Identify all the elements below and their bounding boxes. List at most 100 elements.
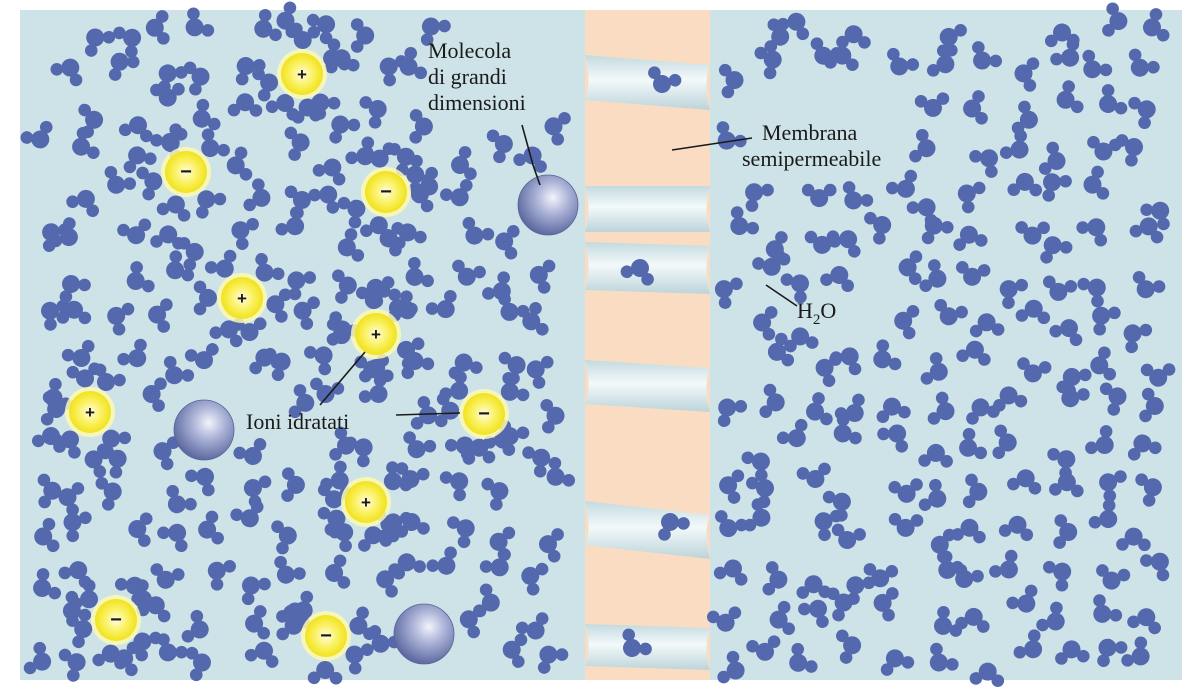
water-molecule [546, 456, 576, 487]
water-molecule [133, 631, 162, 662]
water-molecule [780, 273, 809, 304]
hydrated-ions: + − − + + + − + − − [65, 49, 509, 661]
water-molecule [836, 629, 862, 664]
ion-sign-negative: − [180, 161, 192, 183]
water-molecule [863, 563, 899, 588]
water-molecule [826, 587, 853, 622]
water-molecule [307, 661, 343, 685]
water-molecule [1099, 84, 1128, 115]
water-molecule [310, 377, 345, 403]
large-molecule [517, 174, 579, 236]
water-molecule [1143, 8, 1170, 42]
negative-ion: − [459, 389, 509, 439]
water-molecule [921, 216, 954, 245]
water-molecule [798, 599, 829, 628]
water-molecule [1007, 172, 1043, 197]
water-molecule [72, 126, 100, 159]
label-large-molecule: Molecola di grandi dimensioni [428, 38, 526, 115]
ion-sign-positive: + [371, 325, 381, 344]
water-molecule [255, 253, 285, 282]
water-molecule [814, 509, 843, 542]
water-molecule [58, 482, 85, 517]
water-molecule [1042, 173, 1072, 202]
water-molecule [312, 158, 346, 186]
water-molecule [1128, 48, 1160, 77]
semipermeable-membrane [585, 10, 710, 680]
water-molecule [1090, 346, 1117, 381]
water-molecule [142, 377, 167, 412]
water-molecule [204, 249, 237, 278]
positive-ion: + [65, 387, 115, 437]
water-molecule [266, 288, 292, 323]
water-molecule [759, 383, 785, 418]
water-molecule [796, 462, 831, 488]
water-molecule [462, 216, 495, 245]
water-molecule [150, 563, 185, 589]
water-molecule [337, 196, 366, 229]
label-membrane-line1: Membrana [762, 120, 858, 145]
water-molecule [193, 280, 217, 316]
water-molecule [61, 339, 95, 367]
leader-membrane [671, 137, 753, 151]
ion-sign-positive: + [237, 289, 247, 308]
water-molecule [252, 67, 279, 102]
label-large-molecule-line1: Molecola [428, 38, 511, 63]
water-molecule [479, 548, 511, 577]
label-water-sub: 2 [813, 312, 821, 328]
water-molecule [227, 93, 263, 117]
water-molecule [955, 607, 990, 633]
water-molecule [926, 44, 955, 77]
water-molecule [833, 413, 862, 445]
water-molecule [820, 266, 854, 293]
water-molecule [789, 642, 818, 673]
water-molecule [828, 230, 861, 258]
membrane-pore [585, 55, 710, 110]
water-molecule [880, 649, 915, 676]
water-molecule [1135, 473, 1162, 507]
water-molecule [894, 305, 920, 340]
water-molecule [953, 225, 988, 251]
water-molecule [397, 337, 425, 370]
ion-sign-negative: − [110, 609, 122, 631]
water-molecule [209, 320, 243, 348]
water-molecule [405, 257, 434, 288]
water-molecules [20, 1, 1176, 688]
water-molecule [717, 398, 748, 428]
water-molecule [956, 340, 991, 366]
water-molecule [1056, 380, 1090, 408]
negative-ion: − [361, 167, 411, 217]
membrane-pore [585, 186, 710, 232]
water-molecule [117, 338, 147, 368]
label-membrane-line2: semipermeabile [742, 146, 881, 171]
water-molecule [359, 96, 387, 129]
water-molecule [1140, 552, 1170, 582]
water-molecule [521, 562, 549, 596]
water-molecule [69, 579, 98, 610]
water-molecule [918, 443, 953, 468]
water-molecule [95, 477, 122, 511]
water-molecule [648, 66, 682, 93]
water-molecule [919, 259, 947, 292]
water-molecule [522, 446, 551, 478]
water-molecule [66, 189, 99, 217]
water-molecule [184, 343, 219, 370]
water-molecule [349, 606, 376, 641]
water-molecule [118, 116, 153, 143]
water-molecule [177, 237, 204, 271]
water-molecule [752, 248, 786, 276]
water-molecule [287, 271, 317, 301]
water-molecule [1085, 425, 1114, 455]
water-molecule [49, 217, 78, 248]
water-molecule [350, 18, 375, 53]
water-molecule [274, 555, 306, 584]
water-molecule [183, 61, 210, 96]
water-molecule [283, 590, 314, 620]
water-molecule [767, 332, 795, 367]
negative-ion: − [301, 611, 351, 661]
ion-sign-positive: + [85, 403, 95, 422]
water-molecule [1128, 96, 1156, 130]
water-molecule [1007, 469, 1042, 495]
water-molecule [622, 628, 652, 657]
water-molecule [288, 384, 315, 419]
water-molecule [245, 605, 271, 640]
